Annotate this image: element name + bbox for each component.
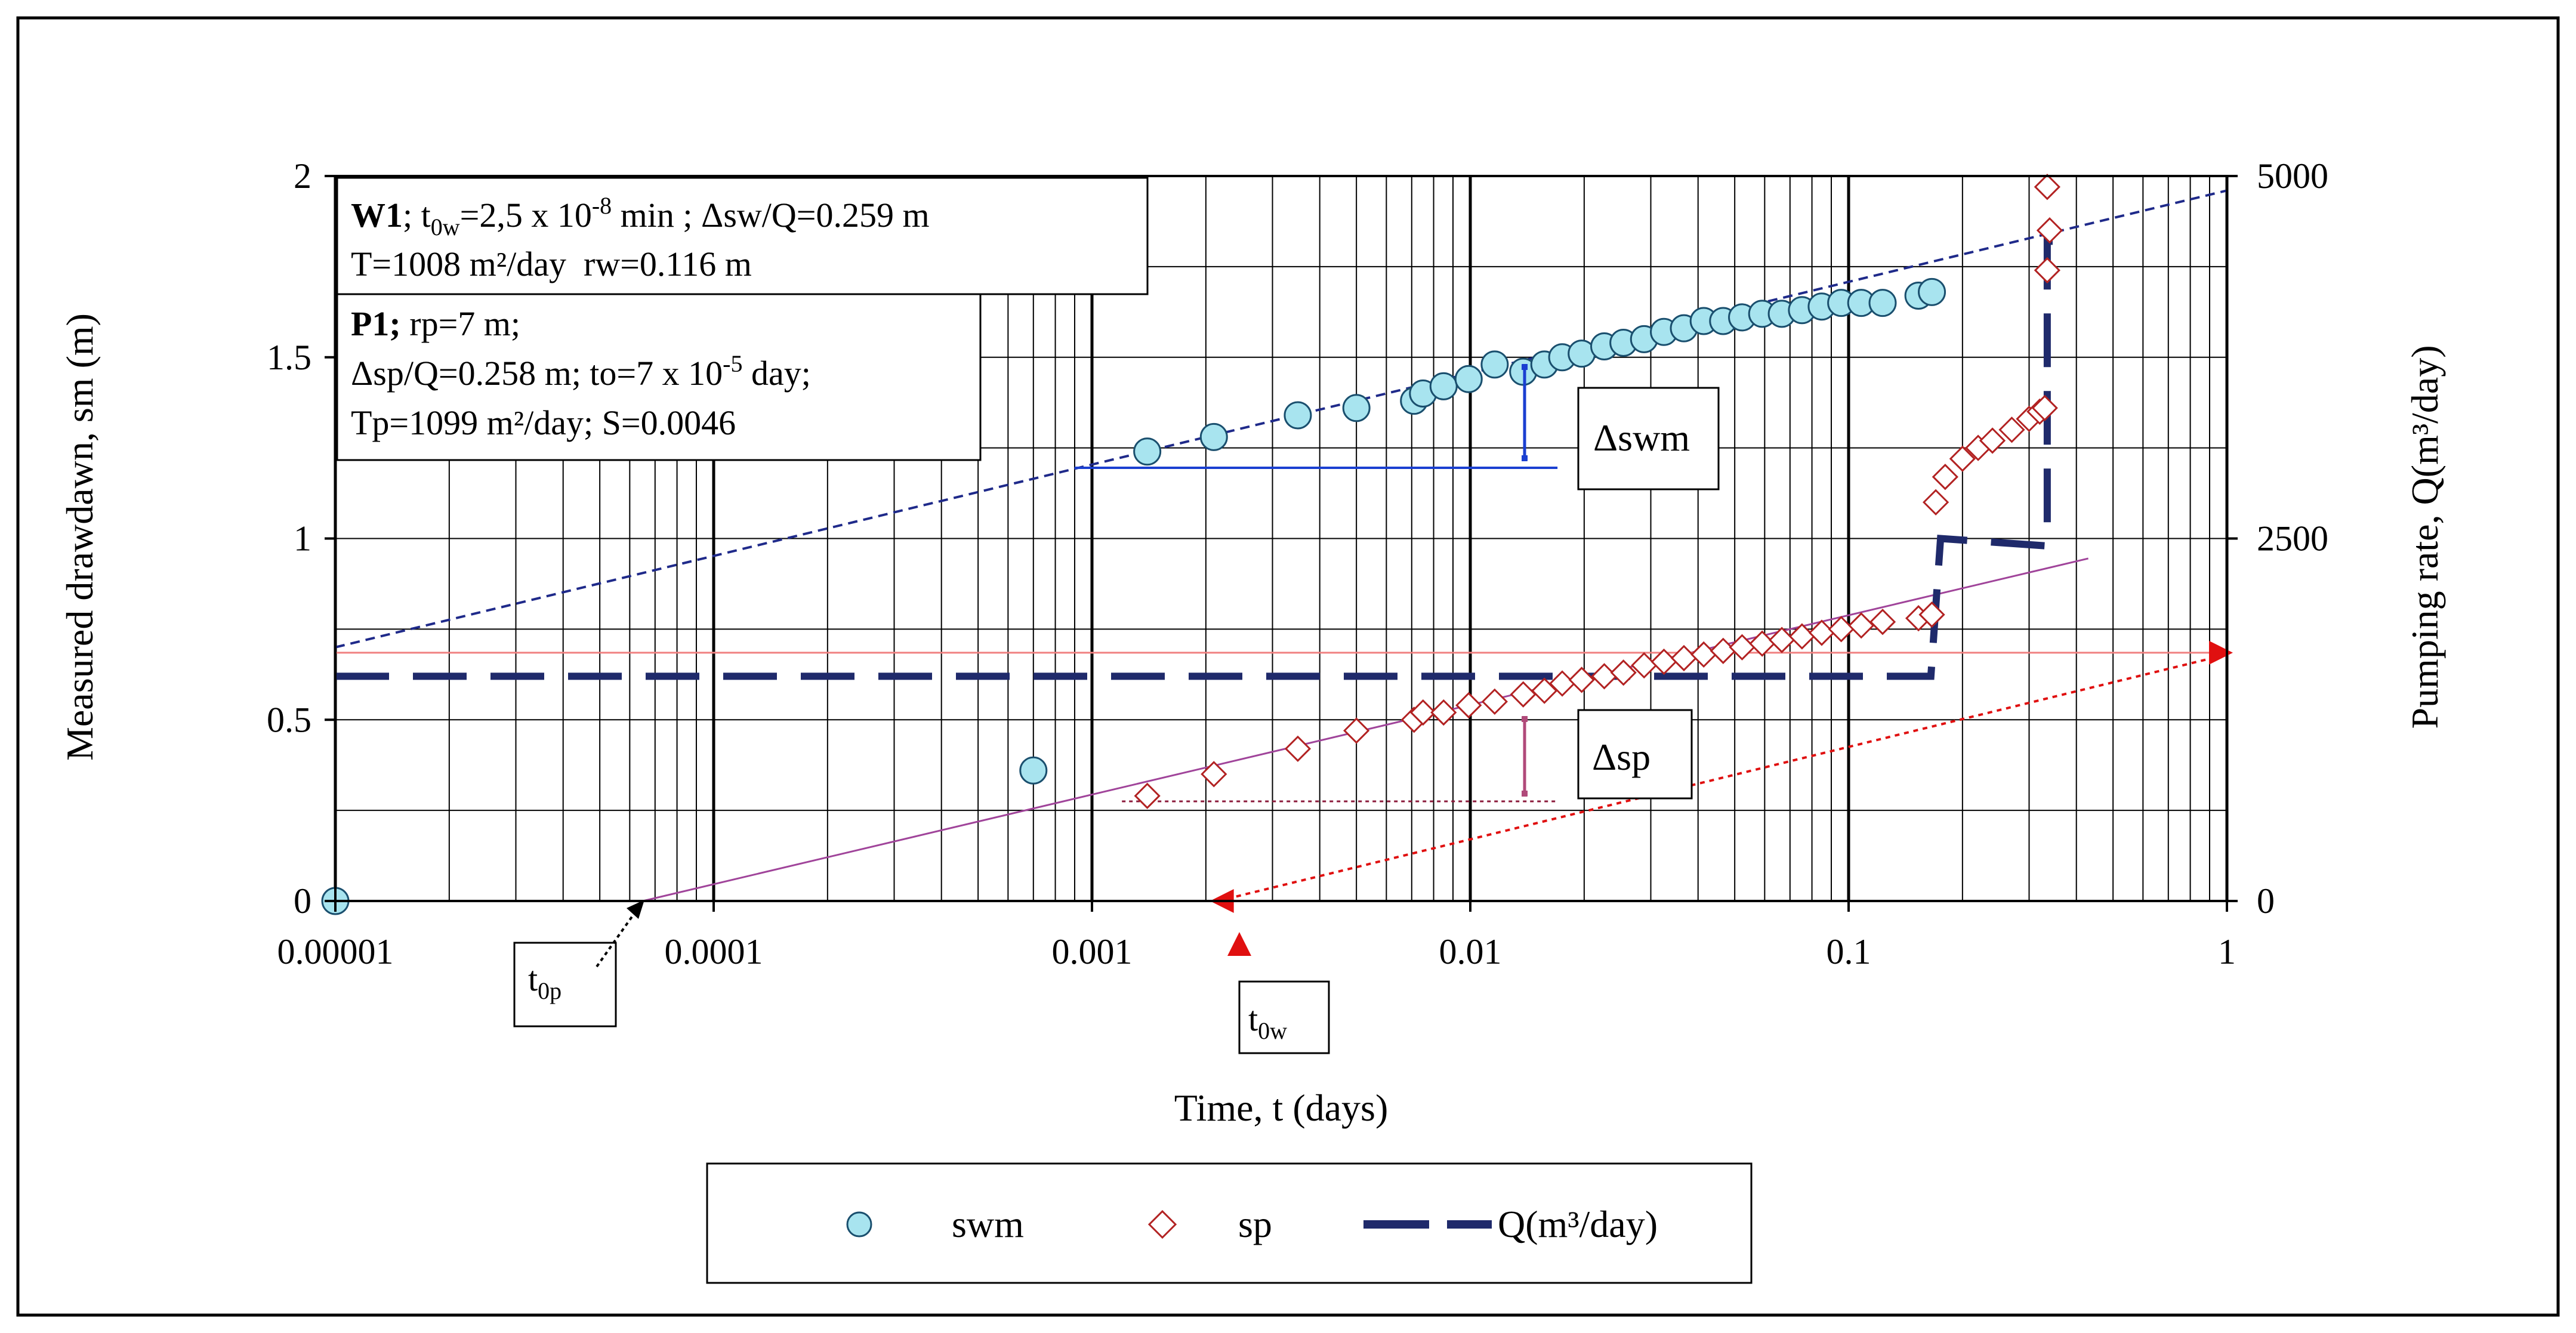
swm-point	[1454, 365, 1483, 393]
t0p-label: t0p	[528, 959, 562, 1004]
y-axis-label: Measured drawdawn, sm (m)	[58, 313, 101, 761]
t0w-box	[1238, 980, 1330, 1054]
w1-info-box	[336, 177, 1149, 295]
t0p-box	[513, 942, 617, 1027]
p1-rp: rp=7 m;	[401, 304, 520, 343]
t0p-sub: 0p	[538, 977, 562, 1004]
sp-point	[1409, 699, 1436, 726]
swm-point	[1429, 372, 1458, 400]
x-axis-label: Time, t (days)	[1174, 1087, 1389, 1129]
sp-point	[1922, 489, 1949, 516]
sp-point	[2036, 217, 2063, 244]
swm-point	[1019, 756, 1048, 785]
w1-line1: W1; t0w=2,5 x 10-8 min ; Δsw/Q=0.259 m	[351, 192, 930, 240]
x-tick-label: 1	[2218, 932, 2236, 971]
sp-series	[1134, 174, 2063, 809]
y2-axis-label: Pumping rate, Q(m³/day)	[2404, 345, 2446, 729]
tick-labels: 0.00001 0.0001 0.001 0.01 0.1 100.511.5202500…	[267, 156, 2328, 971]
t0p-t: t	[528, 959, 538, 998]
q-line	[335, 237, 2068, 680]
w1-label: W1	[351, 196, 403, 234]
w1-t-sub: 0w	[431, 214, 460, 240]
t0w-arrowhead	[1227, 932, 1251, 956]
sp-point	[2034, 257, 2060, 284]
y-tick-label: 0	[294, 881, 311, 921]
sp-point	[1568, 666, 1595, 693]
sp-point	[1510, 681, 1537, 708]
p1-l2b: day;	[742, 354, 810, 393]
w1-t: ; t	[403, 196, 431, 234]
swm-point	[1133, 437, 1162, 466]
sp-point	[1284, 735, 1312, 762]
sp-point	[1610, 659, 1637, 686]
swm-point	[1918, 277, 1946, 306]
q-series	[335, 237, 2068, 680]
p1-l2sup: -5	[723, 350, 742, 377]
sp-point	[1201, 761, 1227, 788]
sp-point	[1430, 699, 1457, 726]
y-tick-label: 1.5	[267, 338, 311, 377]
p1-line1: P1; rp=7 m;	[351, 304, 520, 343]
p1-line3: Tp=1099 m²/day; S=0.0046	[351, 403, 736, 442]
delta-sp-label: Δsp	[1592, 736, 1651, 778]
w1-end: min ; Δsw/Q=0.259 m	[612, 196, 929, 234]
legend-sp-marker	[1147, 1209, 1177, 1239]
y-tick-label: 2	[294, 156, 311, 196]
legend-box	[706, 1162, 1753, 1284]
sp-point	[1998, 416, 2025, 443]
sp-point	[1979, 427, 2006, 454]
t0w-sub: 0w	[1258, 1017, 1287, 1044]
p1-label: P1;	[351, 304, 401, 343]
sp-point	[1869, 609, 1896, 635]
t0w-right-arrowhead	[2209, 640, 2233, 665]
p1-line2: Δsp/Q=0.258 m; to=7 x 10-5 day;	[351, 350, 811, 393]
swm-point	[1342, 394, 1371, 422]
x-tick-label: 0.0001	[665, 932, 763, 971]
w1-mid: =2,5 x 10	[460, 196, 592, 234]
t0p-pointer	[596, 905, 641, 968]
w1-sup: -8	[592, 192, 612, 219]
sp-point	[1481, 688, 1508, 715]
x-tick-label: 0.00001	[277, 932, 394, 971]
x-tick-label: 0.001	[1052, 932, 1133, 971]
p1-info-box	[336, 293, 982, 461]
delta-swm-box	[1577, 387, 1720, 490]
sp-point	[2034, 174, 2060, 200]
legend-sp-label: sp	[1238, 1203, 1272, 1245]
y-tick-label: 1	[294, 519, 311, 558]
delta-swm-label: Δswm	[1593, 416, 1690, 459]
swm-series	[321, 277, 1946, 915]
sp-point	[1949, 445, 1976, 472]
swm-point	[1480, 350, 1509, 379]
y2-tick-label: 0	[2257, 881, 2275, 921]
swm-point	[1868, 289, 1897, 317]
y2-tick-label: 2500	[2257, 519, 2328, 558]
t0w-label: t0w	[1248, 999, 1287, 1044]
x-tick-label: 0.1	[1827, 932, 1871, 971]
delta-sp-box	[1577, 709, 1693, 800]
t0w-t: t	[1248, 999, 1258, 1038]
y-tick-label: 0.5	[267, 700, 311, 739]
legend-swm-marker	[846, 1211, 872, 1238]
p1-l2a: Δsp/Q=0.258 m; to=7 x 10	[351, 354, 723, 393]
legend-q-label: Q(m³/day)	[1498, 1203, 1658, 1245]
sp-point	[1918, 601, 1945, 628]
sp-point	[1343, 717, 1370, 744]
t0w-dotted-line	[1217, 653, 2228, 902]
legend-swm-label: swm	[952, 1203, 1024, 1245]
swm-fit-line	[335, 189, 2228, 649]
swm-point	[1199, 422, 1228, 451]
sp-point	[1932, 464, 1958, 490]
t0p-arrowhead	[627, 900, 644, 919]
swm-point	[1284, 401, 1312, 430]
sp-point	[1134, 782, 1161, 809]
sp-point	[2031, 394, 2058, 421]
y2-tick-label: 5000	[2257, 156, 2328, 196]
w1-line2: T=1008 m²/day rw=0.116 m	[351, 245, 752, 283]
sp-point	[1848, 612, 1875, 639]
x-tick-label: 0.01	[1439, 932, 1502, 971]
sp-point	[1455, 692, 1482, 719]
